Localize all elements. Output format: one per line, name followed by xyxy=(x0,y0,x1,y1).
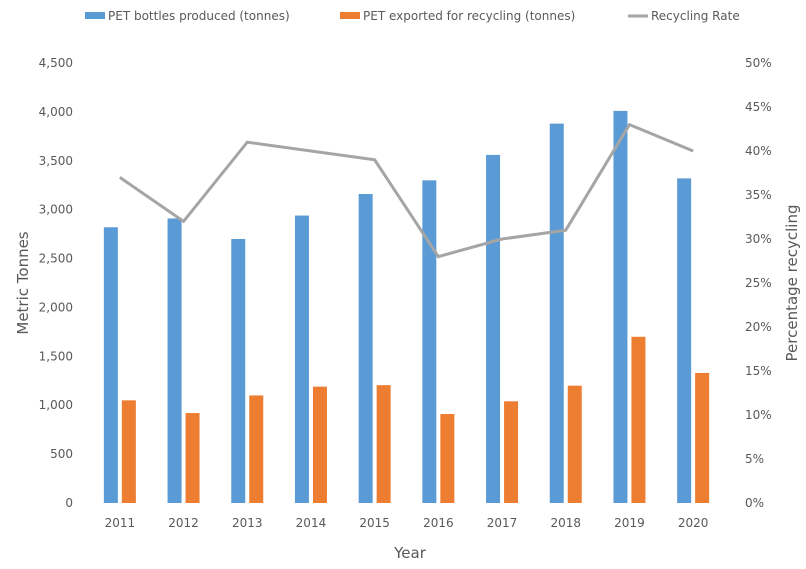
bar-produced xyxy=(486,154,501,503)
y2-tick-label: 0% xyxy=(745,496,764,510)
y-tick-label: 2,500 xyxy=(39,252,73,266)
y-tick-label: 3,500 xyxy=(39,154,73,168)
x-tick-label: 2016 xyxy=(423,516,454,530)
y-axis-title: Metric Tonnes xyxy=(14,231,32,334)
bar-exported xyxy=(631,336,646,503)
bar-produced xyxy=(294,215,309,504)
y2-tick-label: 5% xyxy=(745,452,764,466)
y2-tick-label: 20% xyxy=(745,320,772,334)
y-tick-label: 4,500 xyxy=(39,56,73,70)
y2-tick-label: 25% xyxy=(745,276,772,290)
y2-tick-label: 10% xyxy=(745,408,772,422)
y-tick-label: 1,500 xyxy=(39,349,73,363)
x-tick-label: 2017 xyxy=(487,516,518,530)
bar-produced xyxy=(549,123,564,503)
bars xyxy=(103,110,710,504)
bar-exported xyxy=(121,400,136,503)
x-tick-label: 2011 xyxy=(105,516,136,530)
y-tick-label: 2,000 xyxy=(39,300,73,314)
bar-produced xyxy=(677,178,692,503)
x-tick-label: 2014 xyxy=(296,516,327,530)
x-tick-label: 2019 xyxy=(614,516,645,530)
y-tick-label: 4,000 xyxy=(39,105,73,119)
legend-swatch xyxy=(85,12,105,19)
y2-axis-title: Percentage recycling xyxy=(783,205,801,362)
legend-swatch xyxy=(340,12,360,19)
bar-exported xyxy=(567,385,582,503)
y2-tick-label: 45% xyxy=(745,100,772,114)
x-tick-label: 2013 xyxy=(232,516,263,530)
x-tick-label: 2012 xyxy=(168,516,199,530)
bar-exported xyxy=(185,413,200,503)
bar-exported xyxy=(312,386,327,503)
bar-exported xyxy=(376,385,391,503)
y2-tick-label: 30% xyxy=(745,232,772,246)
legend-label: Recycling Rate xyxy=(651,9,740,23)
bar-exported xyxy=(249,395,264,503)
y2-tick-label: 40% xyxy=(745,144,772,158)
bar-exported xyxy=(504,401,519,503)
legend: PET bottles produced (tonnes) PET exporte… xyxy=(85,9,740,23)
y2-tick-label: 50% xyxy=(745,56,772,70)
bar-produced xyxy=(613,110,628,504)
x-axis: 2011 2012 2013 2014 2015 2016 2017 2018 2019 2020 xyxy=(105,516,709,530)
y2-tick-label: 35% xyxy=(745,188,772,202)
x-axis-title: Year xyxy=(393,544,427,562)
y-axis-right: 0% 5% 10% 15% 20% 25% 30% 35% 40% 45% 50% xyxy=(745,56,772,510)
y-tick-label: 0 xyxy=(65,496,73,510)
bar-produced xyxy=(358,194,373,503)
x-tick-label: 2015 xyxy=(359,516,390,530)
recycling-rate-line xyxy=(118,122,694,259)
bar-exported xyxy=(695,372,710,503)
x-tick-label: 2020 xyxy=(678,516,709,530)
bar-produced xyxy=(103,227,118,503)
y-axis-left: 0 500 1,000 1,500 2,000 2,500 3,000 3,500 4,000 4… xyxy=(39,56,73,510)
bar-produced xyxy=(167,218,182,503)
legend-label: PET exported for recycling (tonnes) xyxy=(363,9,575,23)
y-tick-label: 3,000 xyxy=(39,203,73,217)
x-tick-label: 2018 xyxy=(550,516,581,530)
bar-produced xyxy=(422,180,437,504)
legend-label: PET bottles produced (tonnes) xyxy=(108,9,290,23)
y-tick-label: 500 xyxy=(50,447,73,461)
recycling-rate-line-group xyxy=(118,122,694,259)
y-tick-label: 1,000 xyxy=(39,398,73,412)
bar-exported xyxy=(440,414,455,503)
bar-produced xyxy=(231,239,246,503)
y2-tick-label: 15% xyxy=(745,364,772,378)
